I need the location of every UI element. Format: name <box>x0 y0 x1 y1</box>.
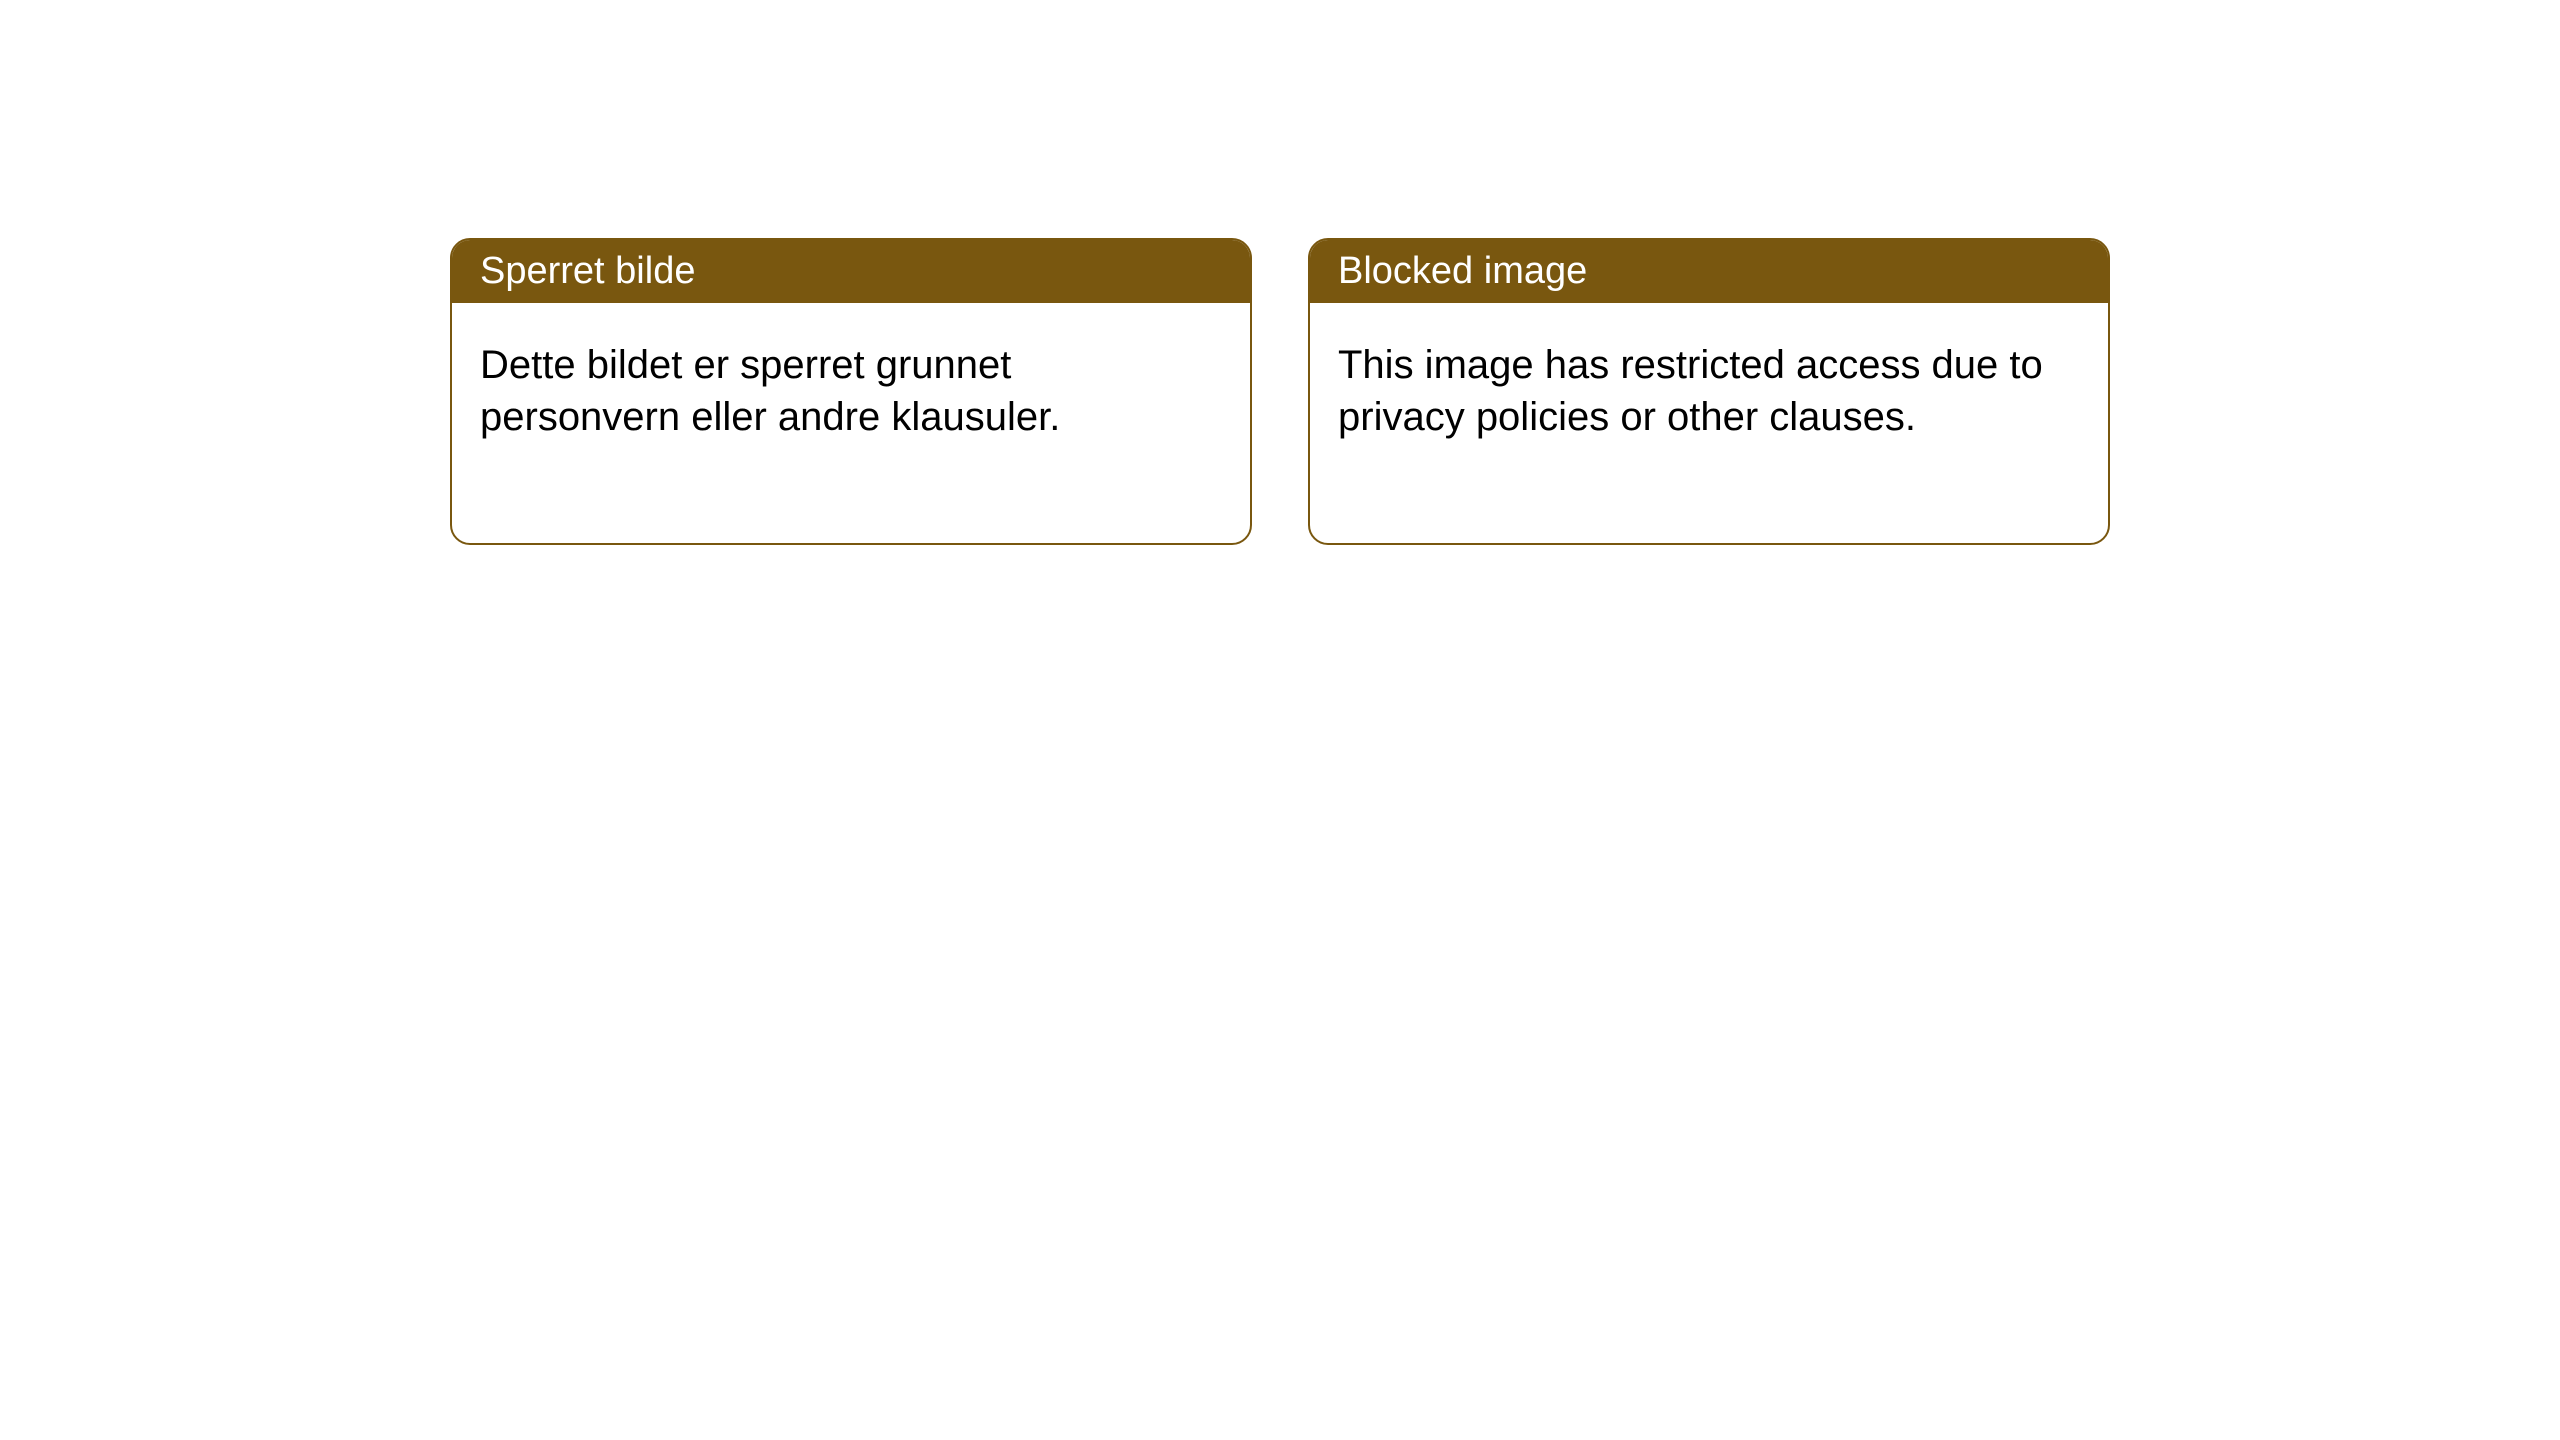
notice-box-norwegian: Sperret bilde Dette bildet er sperret gr… <box>450 238 1252 545</box>
notice-body: This image has restricted access due to … <box>1310 303 2108 543</box>
notice-body-text: This image has restricted access due to … <box>1338 343 2043 439</box>
notice-title: Blocked image <box>1338 250 1587 292</box>
notices-container: Sperret bilde Dette bildet er sperret gr… <box>0 0 2560 545</box>
notice-body: Dette bildet er sperret grunnet personve… <box>452 303 1250 543</box>
notice-box-english: Blocked image This image has restricted … <box>1308 238 2110 545</box>
notice-header: Blocked image <box>1310 240 2108 303</box>
notice-header: Sperret bilde <box>452 240 1250 303</box>
notice-body-text: Dette bildet er sperret grunnet personve… <box>480 343 1060 439</box>
notice-title: Sperret bilde <box>480 250 695 292</box>
